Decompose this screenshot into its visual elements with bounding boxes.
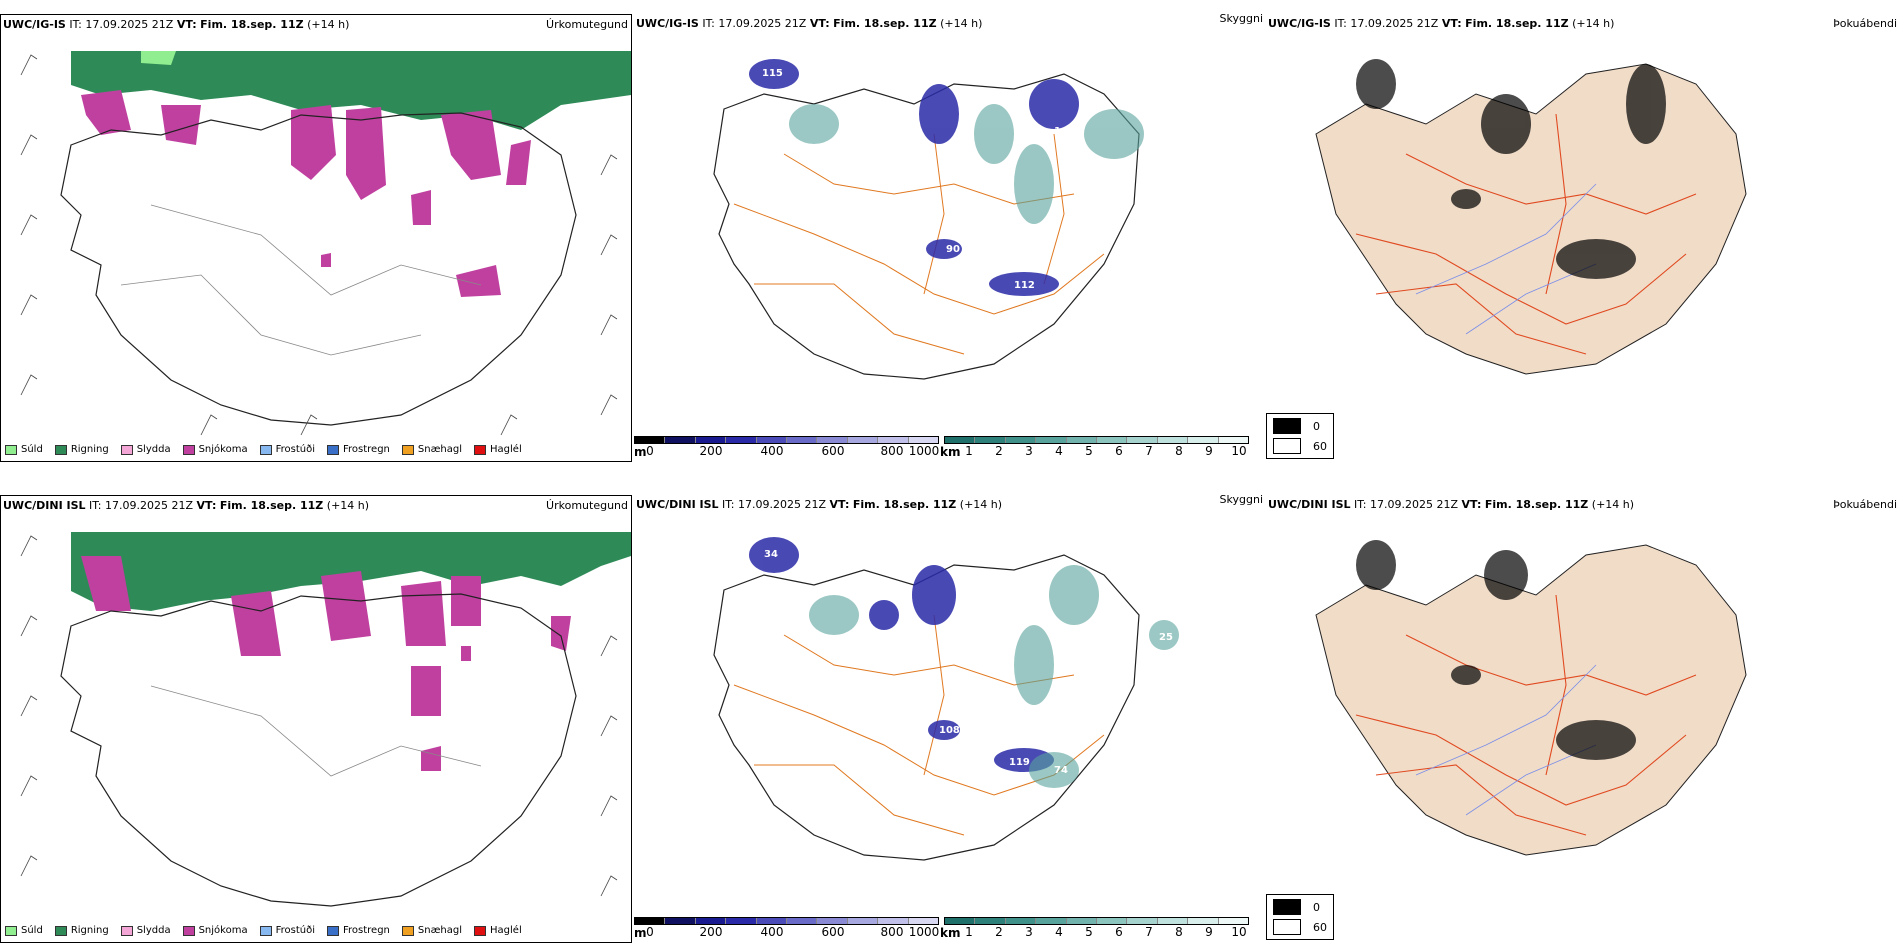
- panel-header: UWC/IG-IS IT: 17.09.2025 21Z VT: Fim. 18…: [636, 17, 983, 30]
- iceland-visibility-map: 115 82 90 112 167 803: [713, 59, 1144, 380]
- visibility-colorbar: 1 2 3 4 5 6 7 8 9 10 km: [940, 436, 1249, 459]
- visibility-ticks: 1 2 3 4 5 6 7 8 9 10: [965, 444, 1247, 458]
- legend-item: Súld: [5, 444, 43, 455]
- fog-legend: 0 60: [1266, 413, 1334, 459]
- panel-header: UWC/DINI ISL IT: 17.09.2025 21Z VT: Fim.…: [636, 498, 1003, 511]
- precip-type-panel-1: UWC/IG-IS IT: 17.09.2025 21Z VT: Fim. 18…: [0, 14, 632, 462]
- legend-item: 60: [1273, 919, 1327, 935]
- legend-item: 0: [1273, 899, 1327, 915]
- legend-item: Rigning: [54, 444, 109, 455]
- iceland-fog-map: [1315, 59, 1747, 375]
- svg-text:803: 803: [1074, 161, 1095, 172]
- panel-title: Þokuábendi: [1833, 498, 1897, 511]
- svg-text:107: 107: [896, 737, 917, 748]
- legend-item: Haglél: [474, 925, 522, 936]
- svg-text:90: 90: [946, 244, 960, 255]
- legend-item: Frostregn: [327, 444, 390, 455]
- svg-text:74: 74: [1054, 765, 1068, 776]
- legend-item: Snæhagl: [401, 444, 462, 455]
- legend-item: Slydda: [120, 444, 171, 455]
- panel-title: Þokuábendi: [1833, 17, 1897, 30]
- iceland-precip-map: [20, 51, 631, 436]
- panel-header: UWC/DINI ISL IT: 17.09.2025 21Z VT: Fim.…: [3, 499, 370, 512]
- precip-type-legend: Súld Rigning Slydda Snjókoma Frostúði Fr…: [5, 444, 534, 455]
- legend-item: 60: [1273, 438, 1327, 454]
- fog-indicator-panel-1: UWC/IG-IS IT: 17.09.2025 21Z VT: Fim. 18…: [1266, 14, 1900, 462]
- visibility-panel-1: UWC/IG-IS IT: 17.09.2025 21Z VT: Fim. 18…: [634, 12, 1266, 462]
- legend-item: Súld: [5, 925, 43, 936]
- svg-text:115: 115: [762, 68, 783, 79]
- panel-title: Úrkomutegund: [546, 18, 628, 31]
- iceland-visibility-map: 34 107 108 119 74 25: [713, 537, 1179, 861]
- panel-header: UWC/DINI ISL IT: 17.09.2025 21Z VT: Fim.…: [1268, 498, 1635, 511]
- ceiling-ticks: 0 200 400 600 800 1000: [646, 444, 940, 458]
- svg-text:112: 112: [1014, 280, 1035, 291]
- ceiling-colorbar: 0 200 400 600 800 1000 m: [634, 917, 940, 940]
- svg-text:82: 82: [896, 256, 910, 267]
- precip-type-legend: Súld Rigning Slydda Snjókoma Frostúði Fr…: [5, 925, 534, 936]
- svg-text:25: 25: [1159, 632, 1173, 643]
- legend-item: Snjókoma: [182, 444, 248, 455]
- iceland-fog-map: [1315, 540, 1747, 856]
- ceiling-ticks: 0 200 400 600 800 1000: [646, 925, 940, 939]
- ceiling-colorbar: 0 200 400 600 800 1000 m: [634, 436, 940, 459]
- panel-title: Skyggni: [1219, 493, 1263, 506]
- fog-indicator-panel-2: UWC/DINI ISL IT: 17.09.2025 21Z VT: Fim.…: [1266, 495, 1900, 943]
- visibility-ticks: 1 2 3 4 5 6 7 8 9 10: [965, 925, 1247, 939]
- legend-item: 0: [1273, 418, 1327, 434]
- legend-item: Frostúði: [259, 925, 315, 936]
- precip-type-panel-2: UWC/DINI ISL IT: 17.09.2025 21Z VT: Fim.…: [0, 495, 632, 943]
- svg-text:34: 34: [764, 549, 778, 560]
- legend-item: Haglél: [474, 444, 522, 455]
- panel-title: Skyggni: [1219, 12, 1263, 25]
- panel-header: UWC/IG-IS IT: 17.09.2025 21Z VT: Fim. 18…: [3, 18, 350, 31]
- svg-text:108: 108: [939, 725, 960, 736]
- visibility-panel-2: UWC/DINI ISL IT: 17.09.2025 21Z VT: Fim.…: [634, 493, 1266, 943]
- legend-item: Rigning: [54, 925, 109, 936]
- panel-title: Úrkomutegund: [546, 499, 628, 512]
- visibility-colorbar: 1 2 3 4 5 6 7 8 9 10 km: [940, 917, 1249, 940]
- iceland-precip-map: [20, 532, 631, 907]
- legend-item: Snæhagl: [401, 925, 462, 936]
- legend-item: Frostúði: [259, 444, 315, 455]
- legend-item: Snjókoma: [182, 925, 248, 936]
- panel-header: UWC/IG-IS IT: 17.09.2025 21Z VT: Fim. 18…: [1268, 17, 1615, 30]
- svg-text:119: 119: [1009, 757, 1030, 768]
- legend-item: Frostregn: [327, 925, 390, 936]
- svg-text:167: 167: [1054, 126, 1075, 137]
- legend-item: Slydda: [120, 925, 171, 936]
- fog-legend: 0 60: [1266, 894, 1334, 940]
